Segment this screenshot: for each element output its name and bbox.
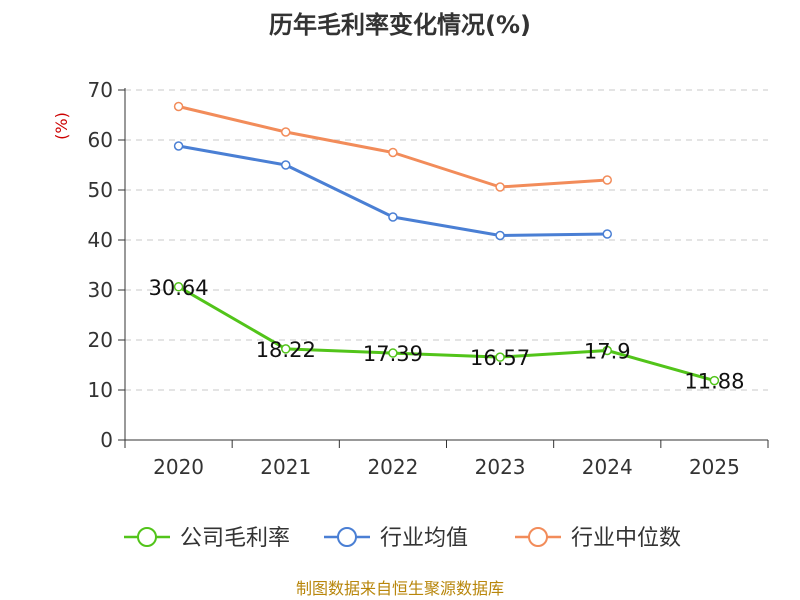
x-tick-label-2020: 2020	[153, 455, 204, 479]
point-2-2020	[173, 101, 184, 112]
legend-item-2[interactable]: 行业中位数	[515, 526, 681, 551]
point-0-2025	[709, 375, 720, 386]
point-2-2023	[495, 182, 505, 192]
point-1-2020	[173, 141, 184, 151]
y-tick-label-60: 60	[88, 128, 113, 152]
data-label-2020: 30.64	[149, 276, 209, 300]
y-tick-label-70: 70	[88, 78, 113, 102]
gridlines	[125, 89, 768, 391]
source-note: 制图数据来自恒生聚源数据库	[296, 579, 504, 598]
legend-marker-0	[137, 527, 157, 547]
legend-item-1[interactable]: 行业均值	[324, 526, 468, 551]
legend[interactable]: 公司毛利率 行业均值 行业中位数	[124, 526, 681, 551]
y-tick-label-20: 20	[88, 328, 113, 352]
data-label-2025: 11.88	[684, 370, 744, 394]
legend-marker-1	[337, 527, 357, 547]
point-2-2024	[602, 175, 612, 185]
point-0-2023	[495, 352, 505, 362]
series-line-0	[177, 285, 715, 383]
y-tick-label-40: 40	[88, 228, 113, 252]
axes: 0 10 20 30 40 50 60 70 2020 2021 2022 2023 2024 2025	[88, 78, 769, 479]
x-tick-label-2025: 2025	[689, 455, 740, 479]
x-tick-label-2022: 2022	[367, 455, 418, 479]
point-0-2024	[602, 345, 612, 356]
data-label-2022: 17.39	[363, 342, 423, 366]
y-axis-unit: (%)	[52, 112, 71, 140]
point-0-2022	[388, 348, 398, 358]
data-label-2023: 16.57	[470, 346, 530, 370]
point-1-2024	[602, 229, 612, 239]
y-tick-label-10: 10	[88, 378, 113, 402]
point-1-2023	[495, 230, 505, 241]
x-tick-label-2024: 2024	[582, 455, 633, 479]
y-tick-label-30: 30	[88, 278, 113, 302]
series-line-2	[178, 105, 608, 189]
legend-label-1: 行业均值	[380, 526, 468, 551]
legend-item-0[interactable]: 公司毛利率	[124, 526, 290, 551]
x-tick-label-2023: 2023	[475, 455, 526, 479]
point-0-2020	[173, 282, 184, 292]
point-1-2021	[281, 160, 291, 170]
point-2-2022	[388, 147, 398, 158]
point-0-2021	[281, 344, 291, 354]
legend-marker-2	[528, 527, 548, 547]
legend-label-2: 行业中位数	[571, 526, 681, 551]
data-label-2024: 17.9	[584, 340, 631, 364]
series-line-1	[178, 144, 608, 237]
y-tick-label-0: 0	[100, 428, 113, 452]
point-1-2022	[388, 212, 398, 222]
legend-label-0: 公司毛利率	[180, 526, 290, 551]
series-group: 30.64 18.22 17.39 16.57 17.9 11.88	[149, 101, 744, 394]
x-tick-label-2021: 2021	[260, 455, 311, 479]
y-tick-label-50: 50	[88, 178, 113, 202]
chart-title: 历年毛利率变化情况(%)	[269, 11, 531, 39]
data-label-2021: 18.22	[256, 338, 316, 362]
point-2-2021	[281, 127, 291, 137]
